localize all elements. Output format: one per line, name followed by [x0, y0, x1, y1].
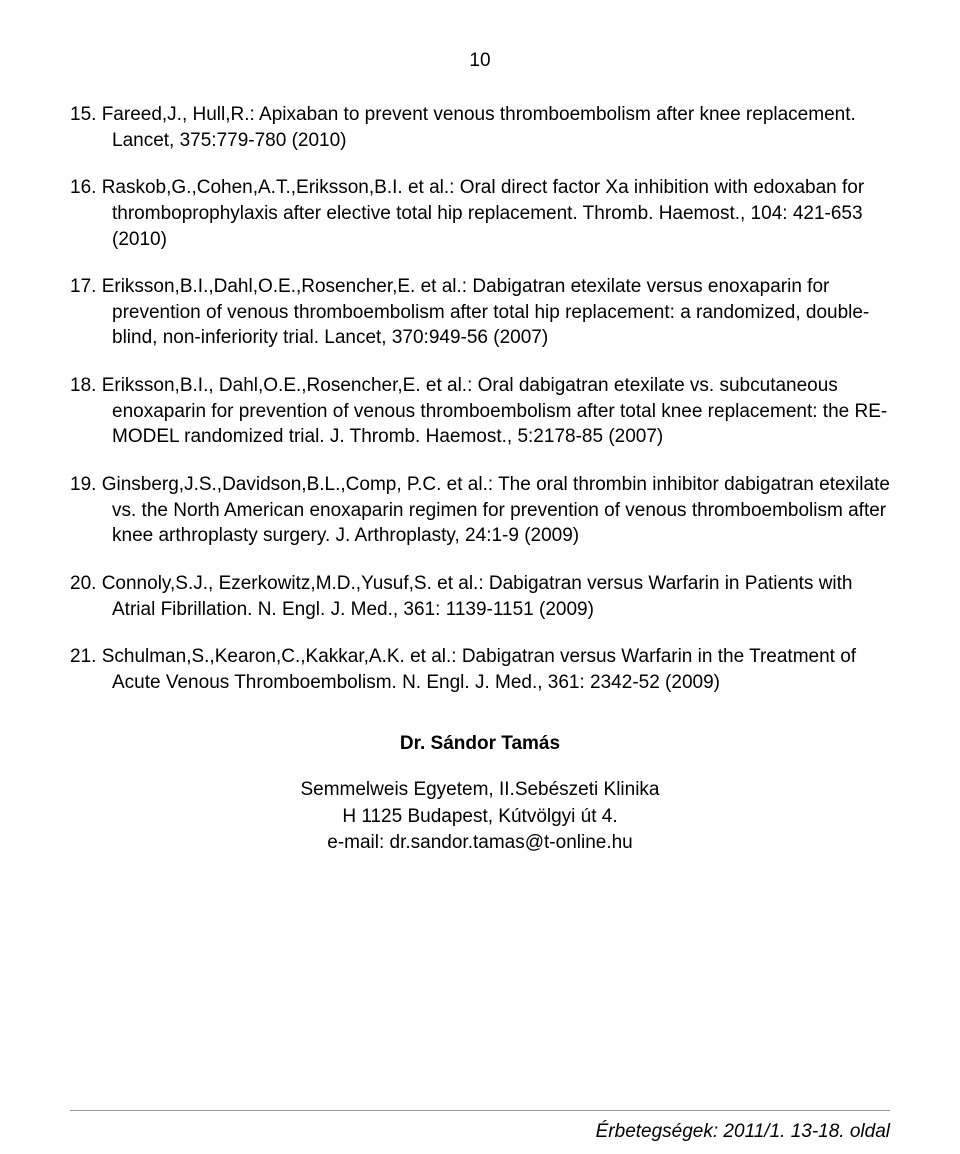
- ref-text: Ginsberg,J.S.,Davidson,B.L.,Comp, P.C. e…: [102, 474, 890, 546]
- reference-item: 19. Ginsberg,J.S.,Davidson,B.L.,Comp, P.…: [70, 472, 890, 549]
- page-footer: Érbetegségek: 2011/1. 13-18. oldal: [70, 1110, 890, 1143]
- author-email: e-mail: dr.sandor.tamas@t-online.hu: [70, 830, 890, 857]
- ref-num: 19.: [70, 474, 96, 495]
- ref-text: Eriksson,B.I.,Dahl,O.E.,Rosencher,E. et …: [102, 276, 870, 348]
- author-affiliation: Semmelweis Egyetem, II.Sebészeti Klinika: [70, 777, 890, 804]
- author-name: Dr. Sándor Tamás: [70, 731, 890, 758]
- document-page: 10 15. Fareed,J., Hull,R.: Apixaban to p…: [0, 0, 960, 1080]
- ref-num: 17.: [70, 276, 96, 297]
- reference-item: 18. Eriksson,B.I., Dahl,O.E.,Rosencher,E…: [70, 373, 890, 450]
- page-number: 10: [70, 50, 890, 72]
- ref-num: 21.: [70, 646, 96, 667]
- ref-text: Eriksson,B.I., Dahl,O.E.,Rosencher,E. et…: [102, 375, 888, 447]
- reference-item: 20. Connoly,S.J., Ezerkowitz,M.D.,Yusuf,…: [70, 571, 890, 622]
- ref-num: 20.: [70, 573, 96, 594]
- ref-text: Schulman,S.,Kearon,C.,Kakkar,A.K. et al.…: [102, 646, 856, 693]
- reference-list: 15. Fareed,J., Hull,R.: Apixaban to prev…: [70, 102, 890, 696]
- ref-num: 18.: [70, 375, 96, 396]
- ref-text: Raskob,G.,Cohen,A.T.,Eriksson,B.I. et al…: [102, 177, 864, 249]
- ref-num: 15.: [70, 104, 96, 125]
- reference-item: 21. Schulman,S.,Kearon,C.,Kakkar,A.K. et…: [70, 644, 890, 695]
- reference-item: 16. Raskob,G.,Cohen,A.T.,Eriksson,B.I. e…: [70, 175, 890, 252]
- author-block: Dr. Sándor Tamás Semmelweis Egyetem, II.…: [70, 731, 890, 857]
- ref-num: 16.: [70, 177, 96, 198]
- reference-item: 17. Eriksson,B.I.,Dahl,O.E.,Rosencher,E.…: [70, 274, 890, 351]
- ref-text: Connoly,S.J., Ezerkowitz,M.D.,Yusuf,S. e…: [102, 573, 853, 620]
- author-address: H 1125 Budapest, Kútvölgyi út 4.: [70, 804, 890, 831]
- ref-text: Fareed,J., Hull,R.: Apixaban to prevent …: [102, 104, 856, 151]
- reference-item: 15. Fareed,J., Hull,R.: Apixaban to prev…: [70, 102, 890, 153]
